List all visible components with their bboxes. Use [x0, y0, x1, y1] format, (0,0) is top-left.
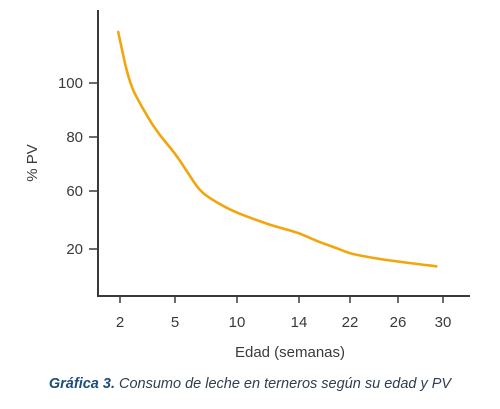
x-axis-label: Edad (semanas): [235, 344, 345, 361]
y-axis: 20 60 80 100: [58, 10, 99, 296]
y-tick-label: 100: [58, 75, 83, 92]
x-tick-label: 26: [390, 314, 407, 331]
y-tick-label: 80: [66, 129, 83, 146]
x-tick-label: 5: [171, 314, 179, 331]
series-line: [116, 30, 438, 268]
y-tick-label: 60: [66, 183, 83, 200]
x-axis: 2 5 10 14 22 26 30: [97, 295, 470, 331]
y-axis-label: % PV: [24, 144, 41, 182]
x-tick-label: 10: [229, 314, 246, 331]
caption-number: Gráfica 3.: [48, 376, 115, 392]
figure-caption: Gráfica 3. Consumo de leche en terneros …: [0, 376, 500, 392]
x-tick-label: 22: [342, 314, 359, 331]
x-tick-label: 2: [116, 314, 124, 331]
y-tick-label: 20: [66, 241, 83, 258]
caption-text: Consumo de leche en terneros según su ed…: [114, 376, 452, 392]
x-tick-label: 14: [291, 314, 308, 331]
x-tick-label: 30: [435, 314, 452, 331]
